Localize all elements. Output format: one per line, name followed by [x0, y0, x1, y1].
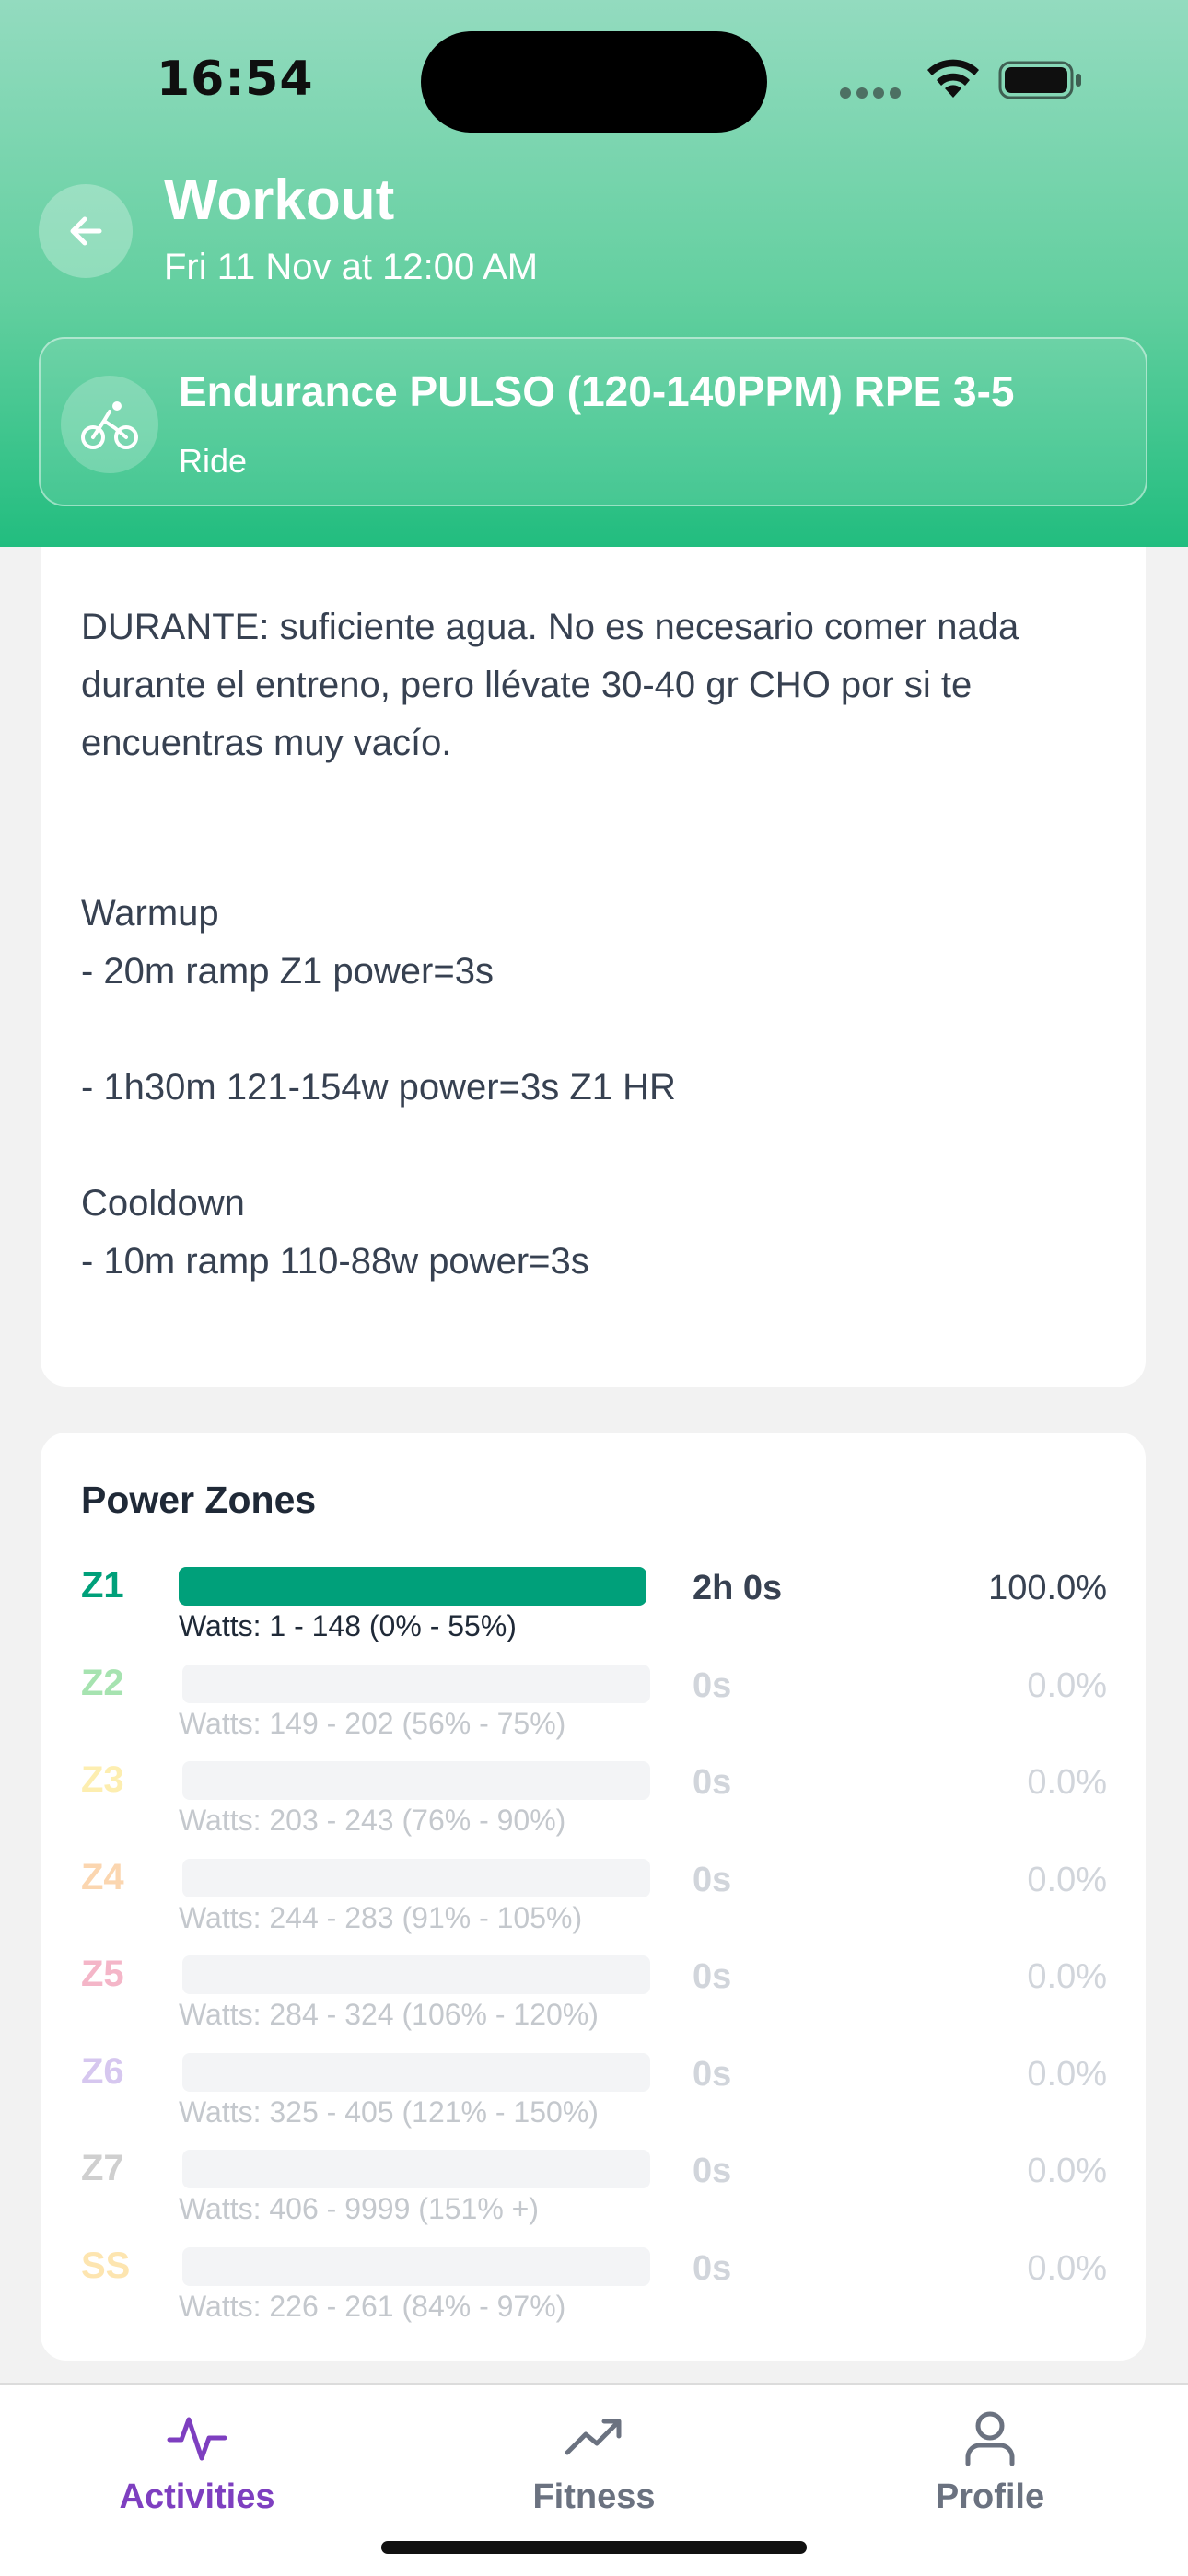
zone-bar-track	[182, 1955, 650, 1994]
zone-percent: 0.0%	[1027, 1665, 1107, 1705]
description-main-step: - 1h30m 121-154w power=3s Z1 HR	[81, 1067, 676, 1108]
zone-percent: 0.0%	[1027, 1763, 1107, 1802]
bottom-tab-bar: Activities Fitness Profile	[0, 2383, 1188, 2576]
zone-time: 0s	[693, 2054, 732, 2094]
description-nutrition: DURANTE: suficiente agua. No es necesari…	[81, 607, 1019, 763]
activity-summary-card[interactable]: Endurance PULSO (120-140PPM) RPE 3-5 Rid…	[39, 337, 1147, 506]
workout-description-card: DURANTE: suficiente agua. No es necesari…	[41, 547, 1146, 1387]
zone-watts-range: Watts: 244 - 283 (91% - 105%)	[179, 1900, 583, 1934]
zone-row-z6: Z6 Watts: 325 - 405 (121% - 150%) 0s 0.0%	[41, 2051, 1146, 2143]
zone-percent: 0.0%	[1027, 1957, 1107, 1996]
zone-percent: 0.0%	[1027, 2248, 1107, 2288]
zone-row-z5: Z5 Watts: 284 - 324 (106% - 120%) 0s 0.0%	[41, 1954, 1146, 2046]
zone-row-z1: Z1 Watts: 1 - 148 (0% - 55%) 2h 0s 100.0%	[41, 1565, 1146, 1657]
zone-bar-track	[182, 2052, 650, 2092]
zone-label: Z5	[81, 1954, 124, 1994]
zone-bar-track	[182, 1664, 650, 1703]
wifi-icon	[927, 59, 979, 98]
tab-profile-label: Profile	[935, 2477, 1045, 2516]
page-title: Workout	[164, 168, 395, 232]
activity-pulse-icon	[167, 2417, 227, 2461]
zone-percent: 0.0%	[1027, 2054, 1107, 2094]
bicycle-icon	[61, 376, 158, 473]
status-time: 16:54	[157, 52, 314, 107]
zone-watts-range: Watts: 406 - 9999 (151% +)	[179, 2192, 540, 2225]
zone-percent: 0.0%	[1027, 2152, 1107, 2190]
zone-watts-range: Watts: 1 - 148 (0% - 55%)	[179, 1609, 517, 1642]
zone-label: Z4	[81, 1856, 124, 1897]
home-indicator	[381, 2541, 807, 2554]
zone-label: Z1	[81, 1565, 124, 1606]
battery-icon	[998, 61, 1081, 99]
workout-name: Endurance PULSO (120-140PPM) RPE 3-5	[179, 367, 1015, 415]
zone-label: Z7	[81, 2148, 124, 2188]
tab-fitness[interactable]: Fitness	[456, 2410, 732, 2517]
status-icons	[840, 57, 1089, 103]
zone-bar-track	[182, 1761, 650, 1800]
zone-time: 0s	[693, 1763, 732, 1802]
description-cooldown-step: - 10m ramp 110-88w power=3s	[81, 1241, 589, 1282]
trending-up-icon	[565, 2419, 622, 2455]
zone-row-z4: Z4 Watts: 244 - 283 (91% - 105%) 0s 0.0%	[41, 1857, 1146, 1949]
workout-header: 16:54 Workout Fri 11 Nov at 12:00 AM	[0, 0, 1188, 547]
zone-time: 0s	[693, 1957, 732, 1996]
zone-bar-track	[182, 2246, 650, 2286]
zone-label: Z3	[81, 1759, 124, 1800]
tab-fitness-label: Fitness	[532, 2477, 656, 2516]
zone-label: SS	[81, 2245, 131, 2286]
signal-dots-icon	[840, 87, 906, 103]
zone-watts-range: Watts: 149 - 202 (56% - 75%)	[179, 1706, 566, 1740]
user-icon	[965, 2411, 1015, 2466]
workout-date: Fri 11 Nov at 12:00 AM	[164, 247, 539, 287]
zone-watts-range: Watts: 226 - 261 (84% - 97%)	[179, 2289, 566, 2323]
zone-percent: 100.0%	[988, 1569, 1107, 1607]
tab-activities[interactable]: Activities	[59, 2410, 335, 2517]
dynamic-island	[421, 31, 767, 133]
zone-label: Z2	[81, 1662, 124, 1703]
zone-row-z3: Z3 Watts: 203 - 243 (76% - 90%) 0s 0.0%	[41, 1759, 1146, 1851]
zone-watts-range: Watts: 284 - 324 (106% - 120%)	[179, 1998, 599, 2031]
zone-time: 0s	[693, 1860, 732, 1899]
tab-profile[interactable]: Profile	[852, 2410, 1128, 2517]
zone-label: Z6	[81, 2050, 124, 2092]
zone-bar-track	[182, 1858, 650, 1897]
zone-watts-range: Watts: 325 - 405 (121% - 150%)	[179, 2094, 599, 2129]
zone-time: 0s	[693, 2152, 732, 2190]
description-cooldown-heading: Cooldown	[81, 1183, 245, 1224]
back-button[interactable]	[39, 184, 133, 278]
zone-percent: 0.0%	[1027, 1860, 1107, 1899]
power-zones-card: Power Zones Z1 Watts: 1 - 148 (0% - 55%) 2…	[41, 1433, 1146, 2361]
power-zones-title: Power Zones	[81, 1479, 317, 1521]
zone-row-z7: Z7 Watts: 406 - 9999 (151% +) 0s 0.0%	[41, 2148, 1146, 2240]
workout-type: Ride	[179, 442, 248, 480]
zone-bar-fill	[179, 1567, 646, 1606]
zone-bar-track	[182, 2150, 650, 2188]
zone-row-z2: Z2 Watts: 149 - 202 (56% - 75%) 0s 0.0%	[41, 1663, 1146, 1755]
arrow-left-icon	[70, 216, 102, 246]
zone-time: 2h 0s	[693, 1569, 783, 1607]
description-warmup-step: - 20m ramp Z1 power=3s	[81, 951, 494, 992]
zone-time: 0s	[693, 2248, 732, 2288]
zone-time: 0s	[693, 1665, 732, 1705]
zone-row-ss: SS Watts: 226 - 261 (84% - 97%) 0s 0.0%	[41, 2245, 1146, 2338]
zone-bar-track	[179, 1567, 646, 1606]
zone-watts-range: Watts: 203 - 243 (76% - 90%)	[179, 1804, 566, 1837]
tab-activities-label: Activities	[119, 2477, 275, 2516]
description-warmup-heading: Warmup	[81, 893, 219, 934]
